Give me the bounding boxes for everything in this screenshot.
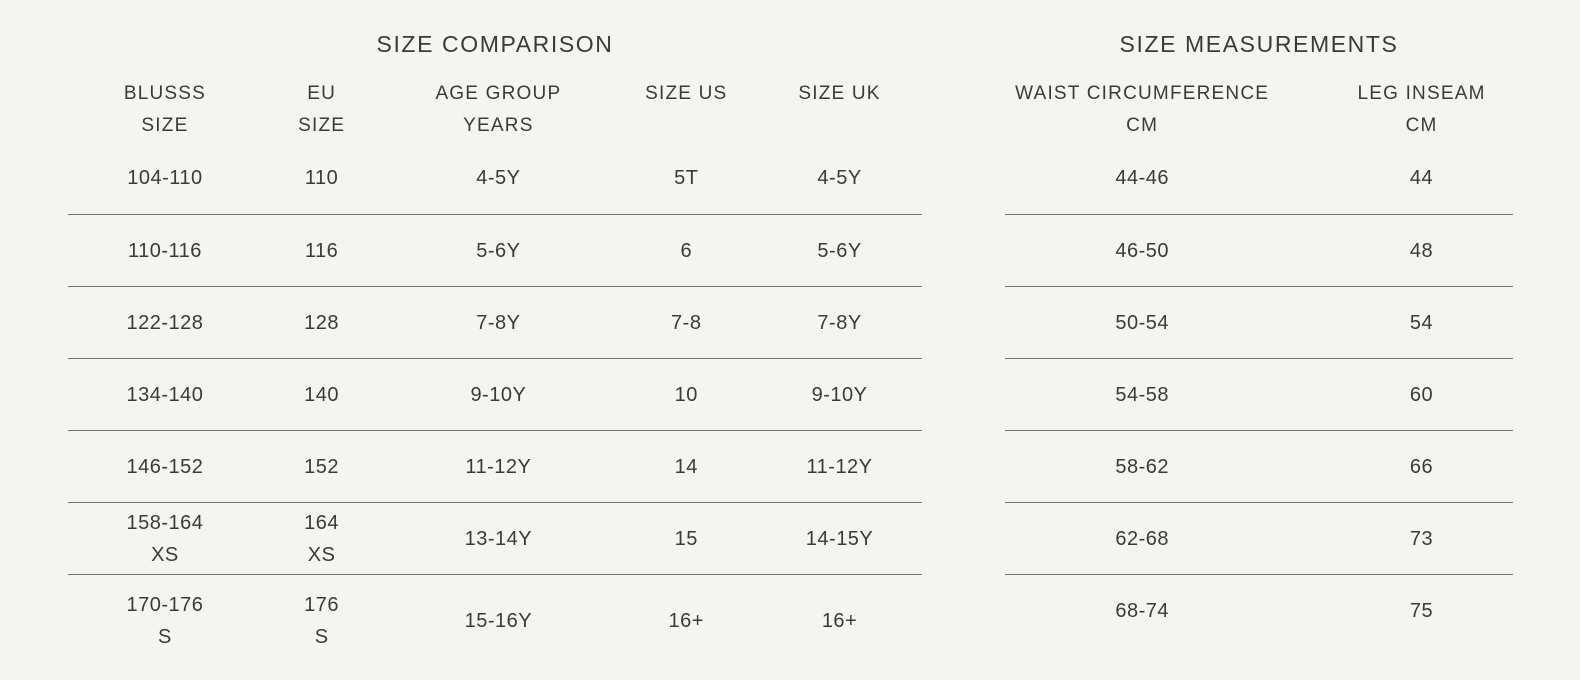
table-cell: 75 (1409, 599, 1434, 622)
table-cell: 15-16Y (464, 610, 533, 632)
table-cell: 11-12Y (465, 455, 532, 478)
table-cell: 54 (1409, 311, 1434, 334)
table-cell: 128 (304, 311, 340, 334)
table-cell: 15 (674, 527, 698, 550)
table-cell: 6 (680, 239, 693, 262)
table-cell: 54-58 (1115, 383, 1169, 406)
header-cell: WAIST CIRCUMFERENCE CM (1015, 83, 1270, 136)
header-cell: SIZE UK (798, 83, 881, 104)
table-cell: 5-6Y (817, 239, 862, 262)
table-row: 58-62 66 (1005, 430, 1513, 502)
table-cell: 62-68 (1115, 527, 1169, 550)
table-cell: 5-6Y (476, 239, 521, 262)
table-cell: 14-15Y (805, 527, 874, 550)
table-cell: 5T (674, 167, 699, 189)
size-measurements-title: SIZE MEASUREMENTS (1119, 31, 1399, 57)
table-cell: 16+ (821, 610, 858, 632)
table-cell: 4-5Y (476, 167, 521, 189)
table-cell: 110 (304, 167, 339, 189)
table-row: 122-128 128 7-8Y 7-8 7-8Y (68, 286, 922, 358)
table-row: 104-110 110 4-5Y 5T 4-5Y (68, 142, 922, 214)
table-cell: 14 (674, 455, 698, 478)
table-row: 44-46 44 (1005, 142, 1513, 214)
table-cell: 46-50 (1115, 239, 1169, 262)
size-measurements-body: 44-46 44 46-50 48 50-54 54 54-58 60 58-62 66 62-68… (1005, 142, 1513, 646)
header-cell: LEG INSEAM CM (1357, 83, 1486, 136)
table-row: 158-164 XS 164 XS 13-14Y 15 14-15Y (68, 502, 922, 574)
table-cell: 44-46 (1115, 167, 1169, 189)
table-cell: 110-116 (127, 239, 202, 262)
table-cell: 9-10Y (811, 383, 868, 406)
table-row: 68-74 75 (1005, 574, 1513, 646)
table-cell: 7-8Y (476, 311, 521, 334)
table-row: 110-116 116 5-6Y 6 5-6Y (68, 214, 922, 286)
table-cell: 104-110 (127, 167, 203, 189)
table-cell: 134-140 (126, 383, 204, 406)
table-cell: 122-128 (126, 311, 204, 334)
table-row: 46-50 48 (1005, 214, 1513, 286)
header-cell: AGE GROUP YEARS (435, 83, 562, 136)
table-cell: 7-8Y (817, 311, 862, 334)
table-row: 62-68 73 (1005, 502, 1513, 574)
table-row: 50-54 54 (1005, 286, 1513, 358)
header-cell: SIZE US (645, 83, 728, 104)
table-cell: 152 (304, 455, 340, 478)
table-cell: 16+ (668, 610, 704, 632)
table-cell: 13-14Y (464, 527, 533, 550)
table-cell: 9-10Y (470, 383, 527, 406)
table-cell: 73 (1409, 527, 1434, 550)
size-comparison-table: SIZE COMPARISON BLUSSS SIZE EU SIZE AGE GR… (68, 0, 922, 667)
table-row: 146-152 152 11-12Y 14 11-12Y (68, 430, 922, 502)
size-measurements-table: SIZE MEASUREMENTS WAIST CIRCUMFERENCE CM… (1005, 0, 1513, 646)
table-cell: 68-74 (1115, 599, 1169, 622)
table-cell: 11-12Y (806, 455, 873, 478)
table-cell: 170-176 S (126, 594, 204, 648)
table-cell: 146-152 (126, 455, 204, 478)
size-comparison-body: 104-110 110 4-5Y 5T 4-5Y 110-116 116 5-6Y 6 5-6Y 1… (68, 142, 922, 667)
table-cell: 44 (1409, 167, 1434, 189)
table-row: 134-140 140 9-10Y 10 9-10Y (68, 358, 922, 430)
table-cell: 7-8 (671, 311, 702, 334)
table-cell: 140 (304, 383, 340, 406)
table-cell: 60 (1409, 383, 1434, 406)
table-cell: 164 XS (304, 511, 340, 566)
size-comparison-title: SIZE COMPARISON (376, 31, 614, 57)
table-cell: 58-62 (1115, 455, 1169, 478)
table-row: 54-58 60 (1005, 358, 1513, 430)
table-row: 170-176 S 176 S 15-16Y 16+ 16+ (68, 574, 922, 667)
table-cell: 4-5Y (817, 167, 862, 189)
table-cell: 66 (1409, 455, 1434, 478)
header-cell: EU SIZE (298, 83, 346, 136)
table-cell: 10 (674, 383, 698, 406)
table-cell: 176 S (304, 594, 340, 648)
table-cell: 50-54 (1115, 311, 1169, 334)
header-cell: BLUSSS SIZE (123, 83, 207, 136)
table-cell: 158-164 XS (126, 511, 204, 566)
table-cell: 48 (1409, 239, 1434, 262)
table-cell: 116 (304, 239, 339, 262)
size-comparison-header-row: BLUSSS SIZE EU SIZE AGE GROUP YEARS SIZE US… (68, 78, 922, 142)
size-measurements-header-row: WAIST CIRCUMFERENCE CM LEG INSEAM CM (1005, 78, 1513, 142)
